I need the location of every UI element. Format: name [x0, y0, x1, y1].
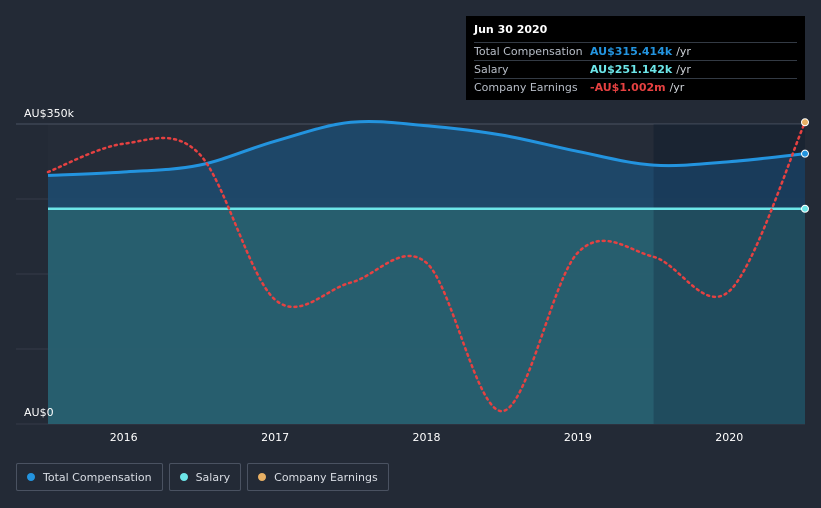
- tooltip-value: AU$315.414k: [590, 44, 673, 58]
- compensation-chart: AU$350k AU$0 2016 2017 2018 2019 2020: [16, 107, 809, 444]
- tooltip-label: Salary: [474, 62, 509, 76]
- legend-dot-icon: [179, 473, 188, 481]
- highlight-overlay: [653, 124, 805, 424]
- y-axis-max-label: AU$350k: [24, 107, 75, 120]
- tooltip-row-salary: Salary AU$251.142k /yr: [474, 60, 797, 77]
- tooltip-value: -AU$1.002m: [590, 80, 666, 94]
- legend-item-total-compensation[interactable]: Total Compensation: [16, 463, 163, 491]
- x-tick-label: 2016: [110, 431, 138, 444]
- tooltip-label: Total Compensation: [474, 44, 583, 58]
- legend-item-salary[interactable]: Salary: [168, 463, 242, 491]
- company-earnings-line: [46, 121, 807, 413]
- y-axis-min-label: AU$0: [24, 406, 54, 419]
- tooltip-date: Jun 30 2020: [474, 23, 548, 36]
- tooltip-unit: /yr: [676, 44, 691, 58]
- tooltip-value: AU$251.142k: [590, 62, 673, 76]
- x-tick-label: 2020: [715, 431, 743, 444]
- salary-area: [48, 208, 805, 424]
- salary-endpoint: [801, 204, 809, 213]
- x-axis-ticks: 2016 2017 2018 2019 2020: [110, 431, 744, 444]
- legend-dot-icon: [258, 473, 267, 481]
- x-tick-label: 2019: [564, 431, 592, 444]
- x-tick-label: 2017: [261, 431, 289, 444]
- tooltip-row-company-earnings: Company Earnings -AU$1.002m /yr: [474, 78, 797, 95]
- tooltip-unit: /yr: [676, 62, 691, 76]
- tooltip-row-total-compensation: Total Compensation AU$315.414k /yr: [474, 42, 797, 59]
- legend-item-company-earnings[interactable]: Company Earnings: [247, 463, 389, 491]
- legend-label: Salary: [195, 470, 231, 484]
- tooltip-label: Company Earnings: [474, 80, 578, 94]
- company-earnings-endpoint: [801, 118, 809, 127]
- legend: Total Compensation Salary Company Earnin…: [16, 463, 389, 491]
- legend-dot-icon: [27, 473, 35, 481]
- total-compensation-line: [47, 119, 806, 177]
- tooltip: Jun 30 2020 Total Compensation AU$315.41…: [466, 16, 805, 100]
- x-tick-label: 2018: [413, 431, 441, 444]
- legend-label: Total Compensation: [43, 470, 152, 484]
- legend-label: Company Earnings: [274, 470, 378, 484]
- total-compensation-endpoint: [801, 149, 809, 158]
- tooltip-unit: /yr: [669, 80, 685, 94]
